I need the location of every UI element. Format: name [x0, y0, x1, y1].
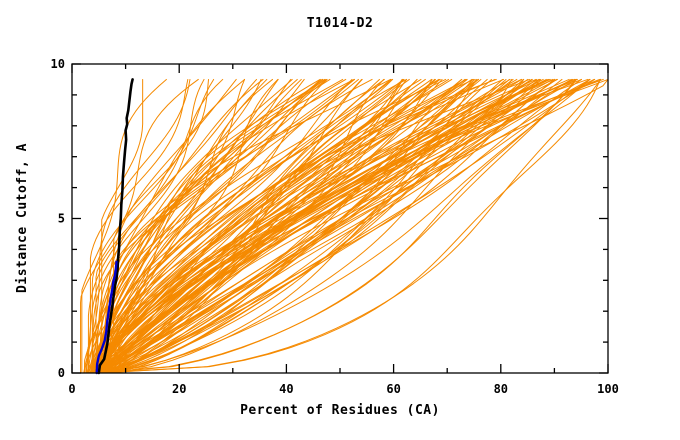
prediction-curve [96, 78, 450, 374]
y-axis-label: Distance Cutoff, A [15, 143, 30, 293]
reference-curve-group [95, 78, 134, 375]
prediction-curve [92, 78, 347, 374]
y-axis-tick-labels: 0 5 10 [51, 57, 65, 380]
prediction-curve [94, 78, 600, 374]
prediction-curve [98, 78, 570, 374]
x-tick-label: 100 [597, 382, 619, 396]
x-tick-label: 40 [279, 382, 293, 396]
x-axis-label: Percent of Residues (CA) [240, 403, 440, 418]
prediction-curve-group [80, 78, 609, 374]
prediction-curve [91, 78, 453, 374]
prediction-curve [102, 78, 601, 374]
prediction-curve [98, 78, 602, 374]
prediction-curve [103, 78, 522, 374]
prediction-curve [91, 78, 393, 374]
prediction-curve [97, 78, 531, 374]
prediction-curve [102, 78, 576, 374]
prediction-curve [97, 78, 405, 374]
prediction-curve [98, 78, 578, 374]
prediction-curve [101, 78, 604, 374]
prediction-curve [95, 78, 591, 374]
x-axis-tick-labels: 0 20 40 60 80 100 [68, 382, 618, 396]
prediction-curve [97, 78, 609, 374]
chart-title: T1014-D2 [307, 16, 374, 31]
prediction-curve [103, 78, 590, 374]
prediction-curve [92, 78, 496, 374]
prediction-curve [103, 78, 601, 374]
prediction-curve [107, 78, 549, 374]
prediction-curve [111, 78, 609, 374]
prediction-curve [103, 78, 497, 374]
prediction-curve [105, 78, 550, 374]
y-tick-label: 10 [51, 57, 65, 71]
prediction-curve [99, 78, 237, 374]
y-tick-label: 0 [58, 366, 65, 380]
x-tick-label: 0 [68, 382, 75, 396]
prediction-curve [100, 78, 582, 374]
prediction-curve [99, 78, 321, 374]
y-tick-label: 5 [58, 212, 65, 226]
prediction-curve [106, 78, 596, 374]
reference-curve-reference-black [97, 78, 134, 375]
x-axis-ticks [71, 64, 609, 373]
x-tick-label: 60 [386, 382, 400, 396]
x-tick-label: 20 [172, 382, 186, 396]
prediction-curve [87, 78, 264, 374]
x-tick-label: 80 [494, 382, 508, 396]
prediction-curve [89, 78, 518, 374]
prediction-curve [101, 78, 576, 374]
prediction-curve [93, 78, 589, 374]
prediction-curve [86, 78, 391, 374]
prediction-curve [96, 78, 557, 374]
reference-curve-reference-blue [95, 260, 118, 375]
prediction-curve [111, 78, 492, 374]
prediction-curve [100, 78, 591, 374]
prediction-curve [92, 78, 533, 374]
y-axis-ticks [72, 63, 608, 374]
prediction-curve [83, 78, 191, 374]
prediction-curve [104, 78, 551, 374]
prediction-curve [107, 78, 563, 374]
prediction-curve [95, 78, 224, 374]
